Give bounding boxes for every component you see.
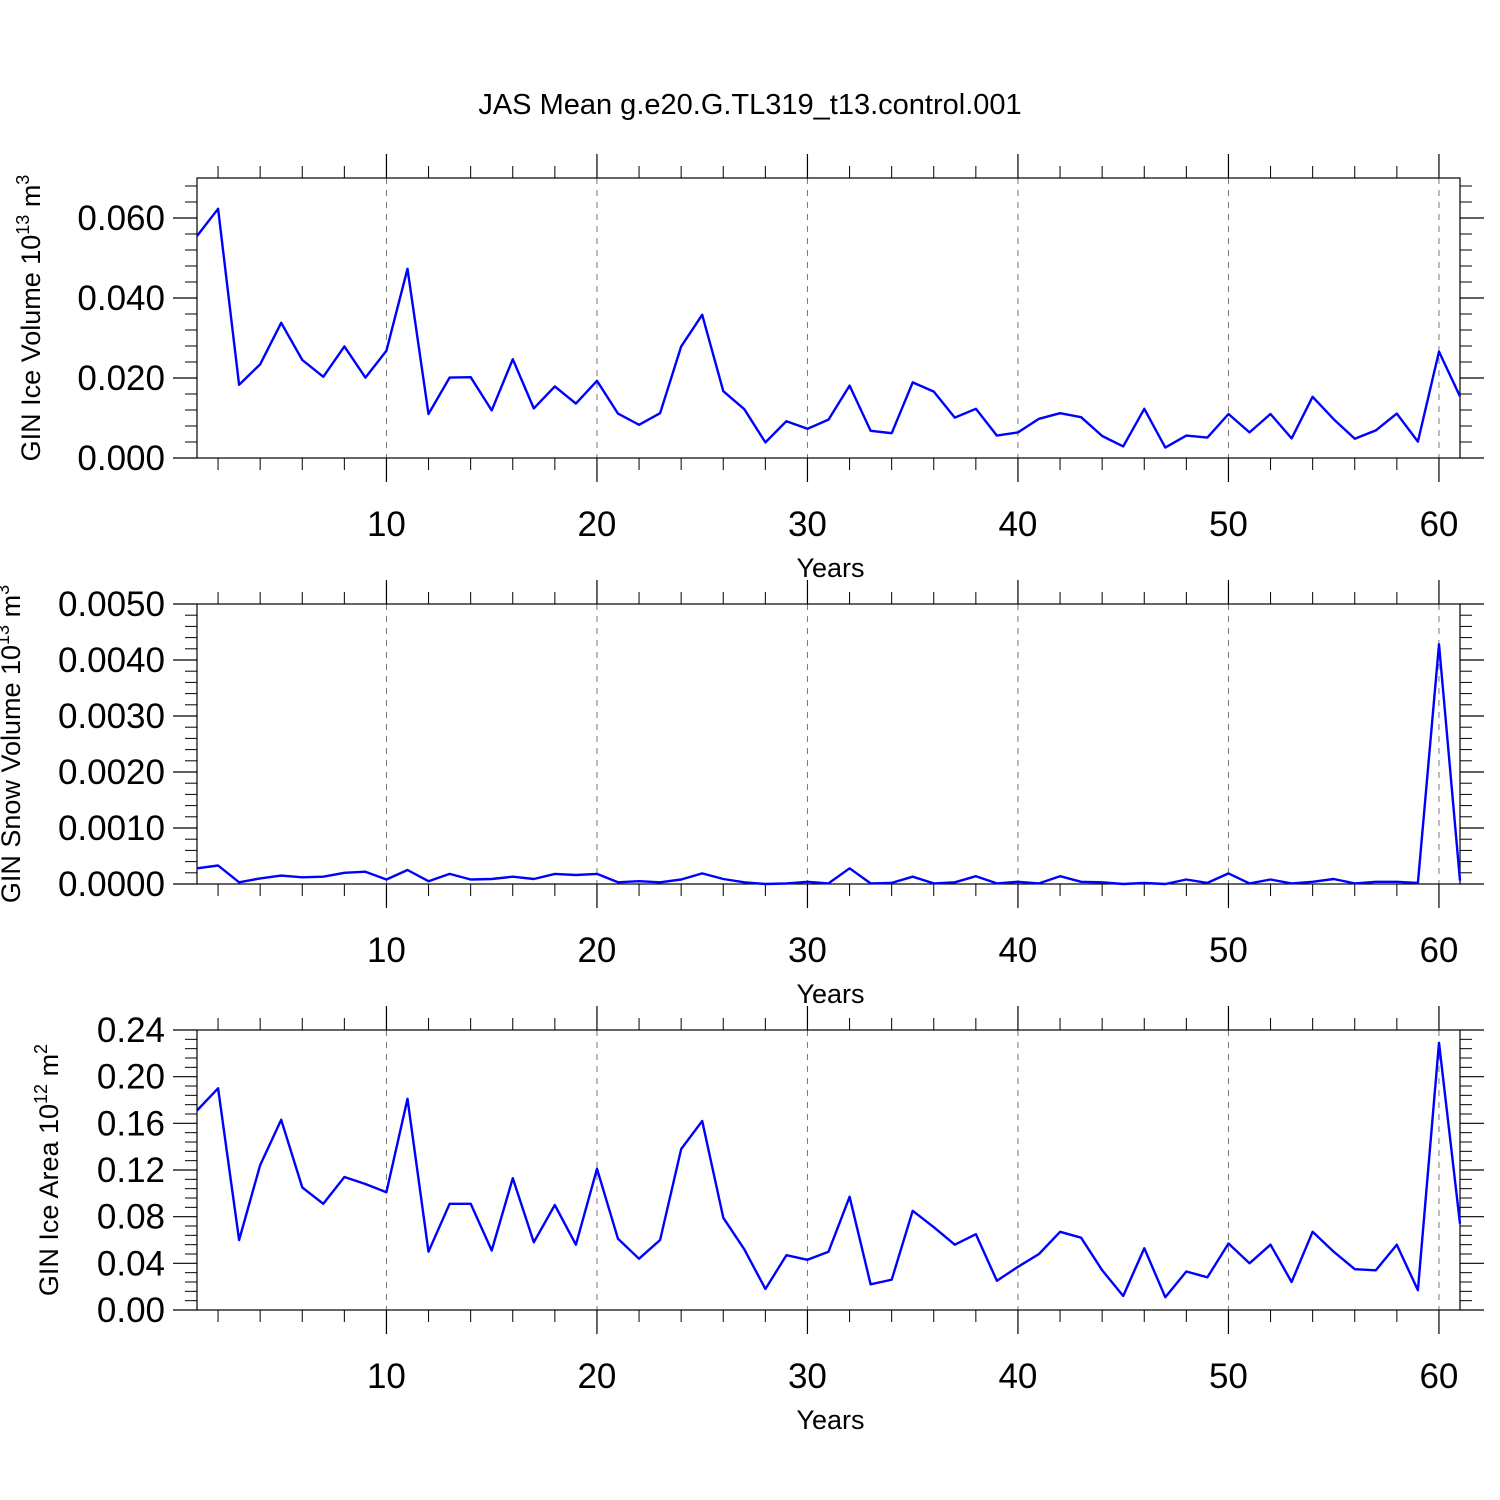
- y-tick-label: 0.0030: [58, 697, 165, 736]
- y-tick-label: 0.0010: [58, 809, 165, 848]
- y-tick-label: 0.00: [97, 1291, 165, 1330]
- x-tick-label: 60: [1419, 1357, 1458, 1396]
- y-tick-label: 0.12: [97, 1151, 165, 1190]
- chart-panel-1: 10 20 30 40 50 60 0.000 0.020 0.040 0.060 Years GIN…: [13, 154, 1484, 583]
- y-tick-label: 0.16: [97, 1104, 165, 1143]
- x-axis-title: Years: [796, 1405, 864, 1435]
- y-tick-label: 0.0040: [58, 641, 165, 680]
- y-tick-label: 0.04: [97, 1244, 165, 1283]
- x-tick-label: 10: [367, 505, 406, 544]
- y-tick-label: 0.000: [77, 439, 165, 478]
- y-tick-label: 0.040: [77, 279, 165, 318]
- x-tick-label: 50: [1209, 931, 1248, 970]
- x-tick-label: 50: [1209, 1357, 1248, 1396]
- series-line-1: [196, 1041, 1462, 1299]
- y-tick-label: 0.0000: [58, 865, 165, 904]
- x-tick-label: 20: [577, 1357, 616, 1396]
- y-tick-label: 0.0020: [58, 753, 165, 792]
- y-tick-label: 0.20: [97, 1058, 165, 1097]
- y-tick-label: 0.08: [97, 1198, 165, 1237]
- y-axis-title: GIN Ice Volume 1013 m3: [13, 175, 46, 462]
- chart-panel-2: 10 20 30 40 50 60 0.0000 0.0010 0.0020 0.0030 0.00…: [0, 580, 1484, 1009]
- x-tick-label: 40: [998, 1357, 1037, 1396]
- x-tick-label: 10: [367, 931, 406, 970]
- x-tick-label: 30: [788, 1357, 827, 1396]
- x-tick-label: 20: [577, 931, 616, 970]
- y-tick-label: 0.0050: [58, 585, 165, 624]
- x-tick-label: 60: [1419, 931, 1458, 970]
- x-axis-title: Years: [796, 553, 864, 583]
- y-tick-label: 0.24: [97, 1011, 165, 1050]
- x-tick-label: 40: [998, 505, 1037, 544]
- x-tick-label: 60: [1419, 505, 1458, 544]
- x-tick-label: 10: [367, 1357, 406, 1396]
- chart-title: JAS Mean g.e20.G.TL319_t13.control.001: [478, 89, 1021, 121]
- x-tick-label: 30: [788, 931, 827, 970]
- y-axis-title: GIN Ice Area 1012 m2: [31, 1044, 64, 1296]
- chart-panel-3: 10 20 30 40 50 60 0.00 0.04 0.08 0.12 0.16 0.20 0.24…: [31, 1006, 1484, 1435]
- y-tick-label: 0.020: [77, 359, 165, 398]
- y-tick-label: 0.060: [77, 199, 165, 238]
- x-tick-label: 50: [1209, 505, 1248, 544]
- x-tick-label: 30: [788, 505, 827, 544]
- series-line-1: [196, 643, 1462, 886]
- x-axis-title: Years: [796, 979, 864, 1009]
- x-tick-label: 40: [998, 931, 1037, 970]
- series-line-1: [196, 207, 1462, 449]
- x-tick-label: 20: [577, 505, 616, 544]
- plot-frame: [196, 177, 1461, 459]
- y-axis-title: GIN Snow Volume 1013 m3: [0, 585, 26, 903]
